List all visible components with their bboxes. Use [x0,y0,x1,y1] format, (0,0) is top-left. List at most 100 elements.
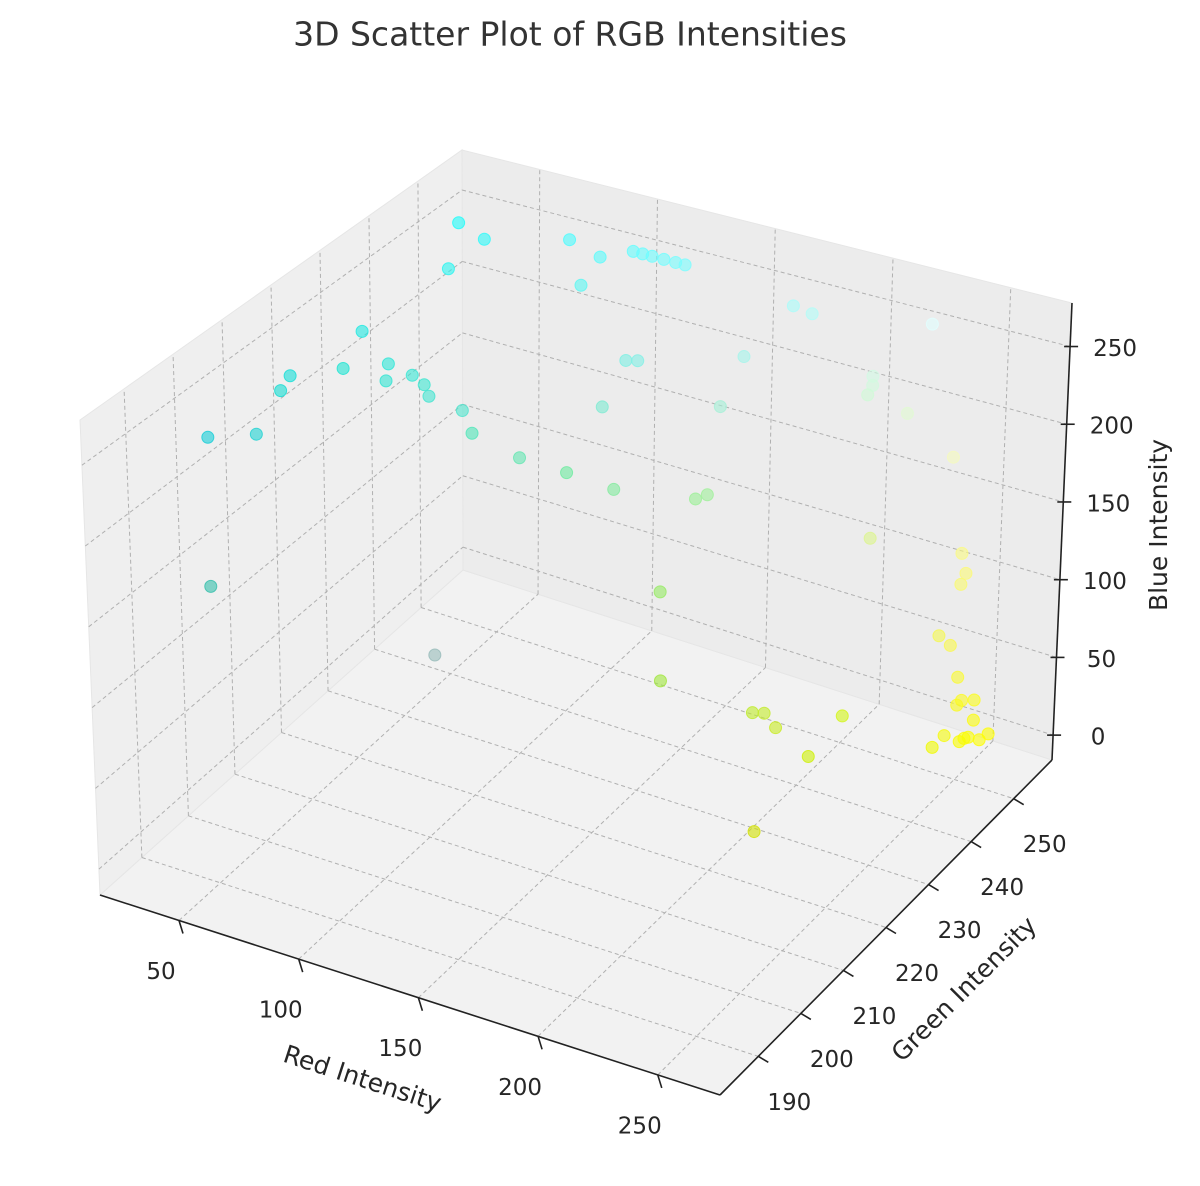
x-axis-line [99,894,721,1096]
x-tick-label: 50 [146,959,175,985]
point [966,713,980,727]
point [455,403,469,417]
point [653,674,667,688]
point [593,250,607,264]
point [274,384,288,398]
point [745,706,759,720]
x-tick-label: 100 [259,998,303,1024]
x-tick [297,958,304,973]
point [925,317,939,331]
y-tick-label: 240 [980,875,1024,901]
grid-line [462,332,1064,503]
y-tick [1013,797,1025,806]
z-axis-line [1051,302,1073,761]
y-tick [843,969,854,978]
point [737,350,751,364]
point [967,693,981,707]
grid-line [462,546,1054,736]
point [428,648,442,662]
point [900,406,914,420]
point [954,577,968,591]
x-tick [537,1036,543,1050]
grid-line [420,607,1014,800]
point [563,233,577,247]
grid-line [319,250,329,691]
grid-line [878,258,894,705]
point [713,400,727,414]
grid-line [188,815,802,1014]
point [747,825,761,839]
grid-line [85,261,463,547]
grid-line [141,857,759,1057]
x-tick-label: 150 [378,1036,422,1062]
point [769,721,783,735]
point [595,400,609,414]
point [405,368,419,382]
point [972,733,986,747]
grid-line [281,732,887,928]
grid-line [221,319,236,775]
point [653,585,667,599]
point [955,546,969,560]
grid-line [417,181,422,608]
z-tick-label: 0 [1091,725,1106,751]
y-tick [800,1012,812,1021]
point [283,369,297,383]
point [422,389,436,403]
point [619,353,633,367]
grid-line [327,690,929,886]
x-tick [656,1074,663,1089]
point [700,488,714,502]
x-tick [178,920,184,934]
point [379,374,393,388]
point [249,427,263,441]
y-tick [757,1055,769,1064]
grid-line [418,667,766,999]
point [607,482,621,496]
y-axis-line [719,759,1053,1096]
point [835,709,849,723]
grid-line [95,475,464,789]
point [951,670,965,684]
grid-line [234,773,844,971]
point [943,638,957,652]
z-axis-label: Blue Intensity [1144,439,1173,611]
y-tick-label: 210 [852,1004,896,1030]
point [925,740,939,754]
point [645,249,659,263]
point [355,324,369,338]
point [757,706,771,720]
grid-line [123,388,143,858]
point [932,629,946,643]
point [452,216,466,230]
point [678,258,692,272]
point [946,450,960,464]
grid-line [91,403,463,708]
y-tick-label: 200 [810,1047,854,1073]
point [441,262,455,276]
grid-line [462,260,1067,425]
point [513,451,527,465]
grid-line [368,215,376,650]
point [801,750,815,764]
y-tick [928,883,939,892]
z-tick-label: 150 [1086,491,1130,517]
point [465,426,479,440]
grid-line [88,332,463,628]
x-tick-label: 200 [498,1075,542,1101]
point [861,388,875,402]
point [574,278,588,292]
x-tick-label: 250 [618,1113,662,1139]
point [959,566,973,580]
point [937,729,951,743]
point [381,357,395,371]
point [477,232,491,246]
y-tick-label: 250 [1023,832,1067,858]
grid-line [81,189,463,466]
y-tick [885,926,897,935]
point [688,492,702,506]
grid-line [992,287,1012,741]
y-tick-label: 220 [895,961,939,987]
point [950,698,964,712]
